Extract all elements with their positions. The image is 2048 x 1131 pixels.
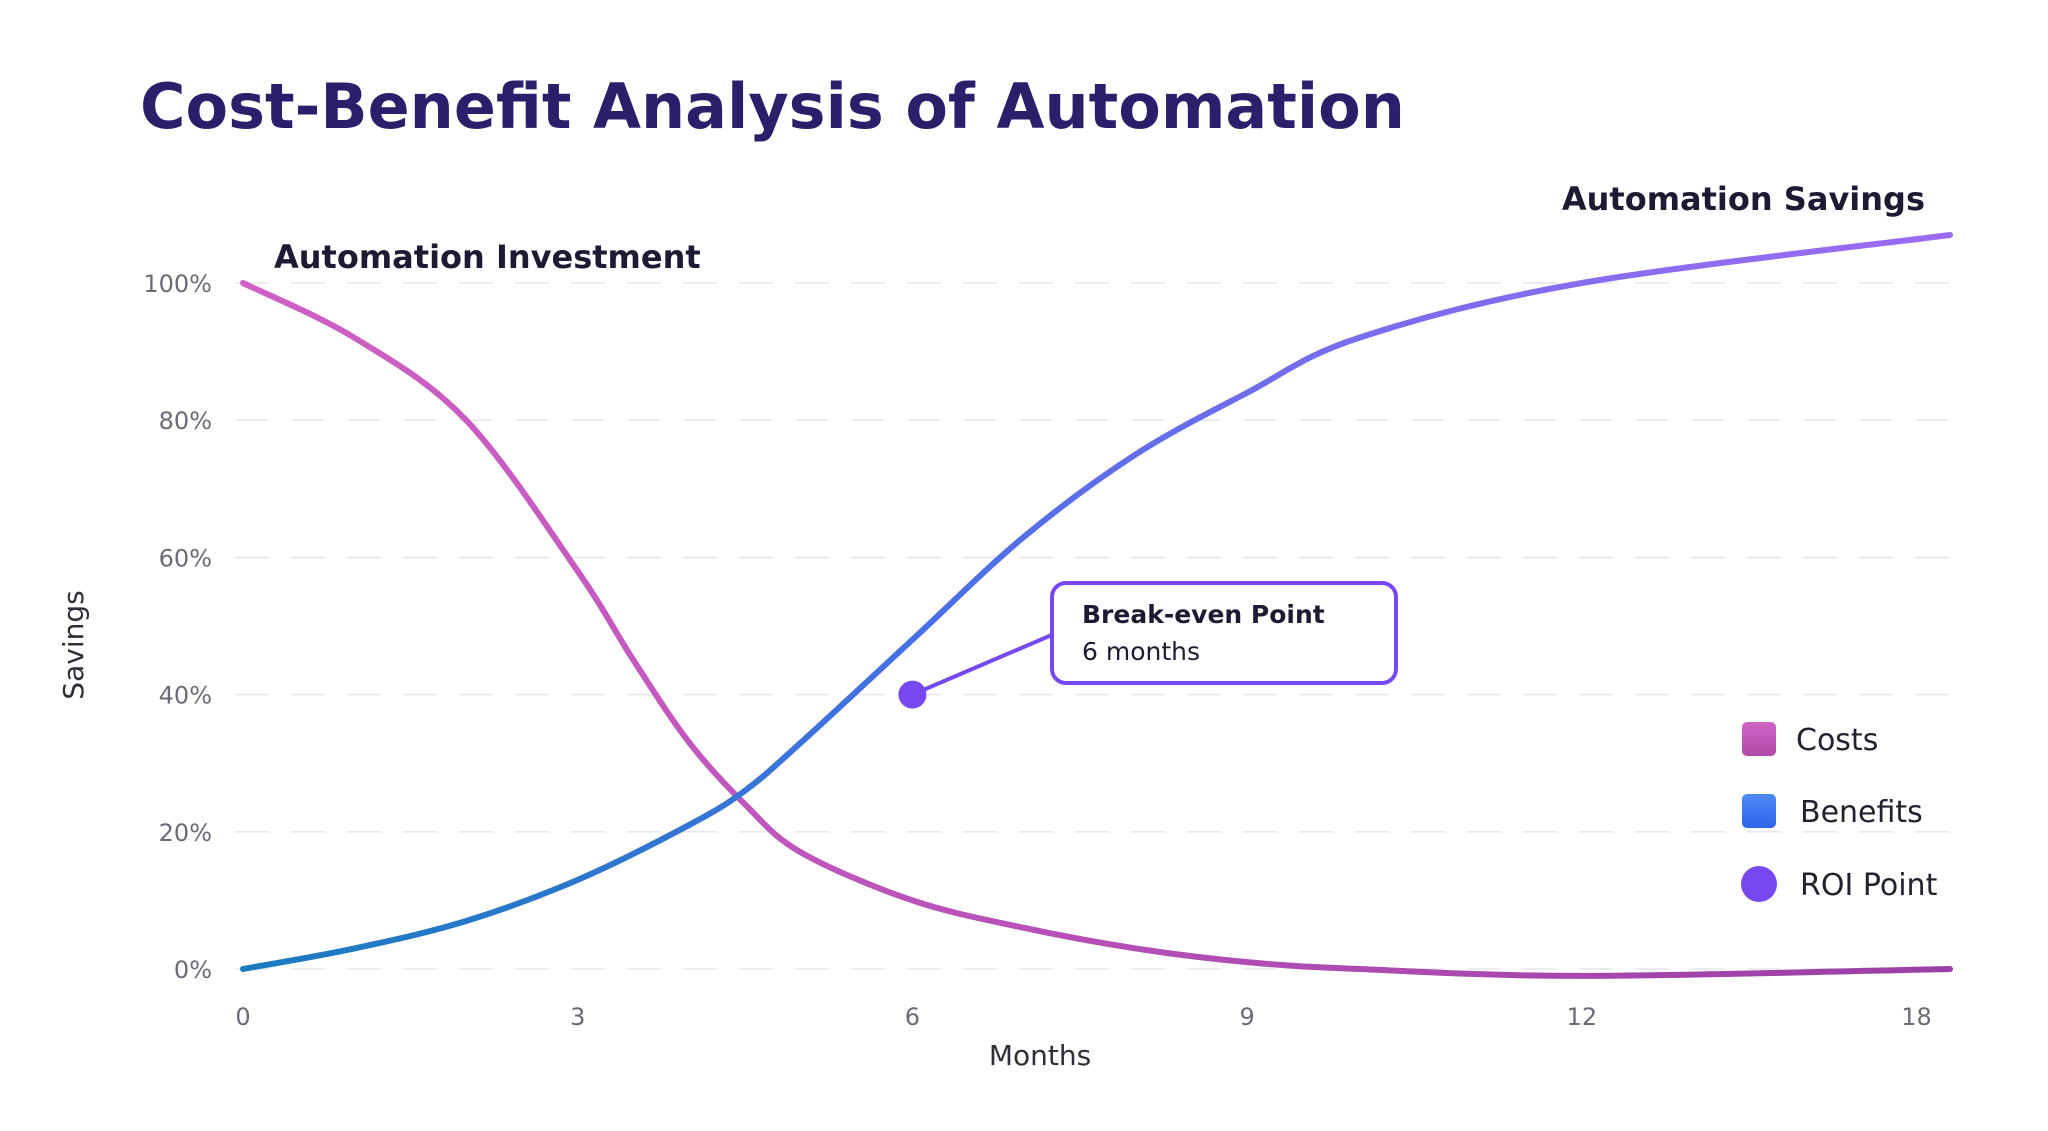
roi-point-marker xyxy=(898,680,927,709)
legend: Costs Benefits ROI Point xyxy=(1741,722,1938,903)
legend-label-benefits: Benefits xyxy=(1800,795,1923,830)
legend-swatch-roi-point xyxy=(1741,866,1777,902)
legend-item-benefits: Benefits xyxy=(1742,794,1923,830)
y-tick-label: 20% xyxy=(159,819,212,847)
x-tick-label: 12 xyxy=(1567,1003,1598,1031)
x-tick-label: 0 xyxy=(235,1003,250,1031)
x-tick-label: 6 xyxy=(905,1003,920,1031)
series-line-costs xyxy=(240,280,1953,979)
y-tick-label: 80% xyxy=(159,407,212,435)
chart-title: Cost-Benefit Analysis of Automation xyxy=(140,70,1405,143)
curve-label-costs: Automation Investment xyxy=(274,238,701,276)
y-tick-label: 40% xyxy=(159,682,212,710)
x-tick-label: 9 xyxy=(1239,1003,1254,1031)
x-tick-label: 3 xyxy=(570,1003,585,1031)
break-even-callout: Break-even Point 6 months xyxy=(1050,581,1398,685)
y-tick-label: 100% xyxy=(143,270,212,298)
y-axis-ticks: 0% 20% 40% 60% 80% 100% xyxy=(143,270,212,984)
legend-label-roi-point: ROI Point xyxy=(1800,868,1938,903)
y-tick-label: 60% xyxy=(159,544,212,572)
legend-swatch-costs xyxy=(1742,722,1776,756)
x-axis-label: Months xyxy=(989,1039,1091,1072)
curve-label-benefits: Automation Savings xyxy=(1562,180,1925,218)
x-axis-ticks: 0 3 6 9 12 18 xyxy=(235,1003,1931,1031)
legend-label-costs: Costs xyxy=(1796,723,1878,758)
series-line-benefits xyxy=(240,231,1953,972)
legend-item-costs: Costs xyxy=(1742,722,1878,758)
legend-item-roi-point: ROI Point xyxy=(1741,866,1938,903)
callout-subtitle: 6 months xyxy=(1082,637,1200,666)
y-tick-label: 0% xyxy=(174,956,212,984)
callout-leader-line xyxy=(911,632,1055,697)
y-axis-label: Savings xyxy=(57,590,90,699)
callout-title: Break-even Point xyxy=(1082,600,1325,629)
legend-swatch-benefits xyxy=(1742,794,1776,828)
callout-box xyxy=(1050,581,1398,685)
grid-lines xyxy=(235,282,1950,970)
x-tick-label: 18 xyxy=(1901,1003,1932,1031)
